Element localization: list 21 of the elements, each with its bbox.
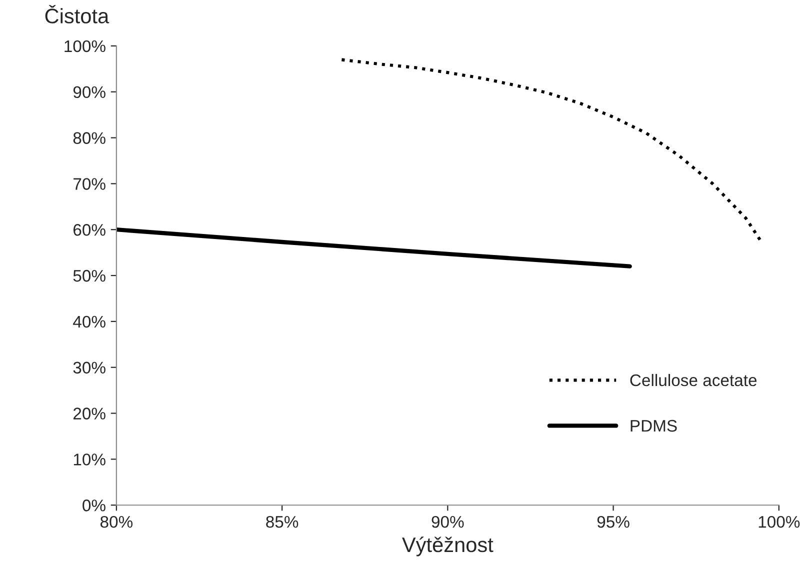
line-series [116, 228, 632, 268]
y-tick-label: 70% [74, 178, 106, 190]
x-tick-label: 95% [597, 516, 630, 528]
y-tick-label: 10% [74, 454, 106, 466]
y-tick-label: 80% [73, 132, 106, 144]
x-tick-label: 90% [432, 516, 464, 528]
legend-label: PDMS [630, 420, 677, 432]
x-tick-label: 80% [100, 516, 133, 528]
x-tick-label: 100% [758, 516, 800, 528]
y-tick-label: 20% [74, 408, 106, 420]
y-tick-label: 50% [73, 270, 106, 282]
y-tick-label: 0% [82, 500, 106, 512]
y-tick-label: 40% [73, 316, 106, 328]
y-axis-title: Čistota [45, 5, 110, 24]
y-tick-label: 30% [73, 362, 106, 374]
y-tick-label: 100% [64, 40, 106, 52]
x-tick-label: 85% [266, 516, 298, 528]
y-tick-label: 90% [73, 86, 106, 98]
x-axis-title: Výtěžnost [402, 536, 494, 556]
y-tick-label: 60% [74, 224, 106, 236]
legend-label: Cellulose acetate [630, 374, 757, 386]
